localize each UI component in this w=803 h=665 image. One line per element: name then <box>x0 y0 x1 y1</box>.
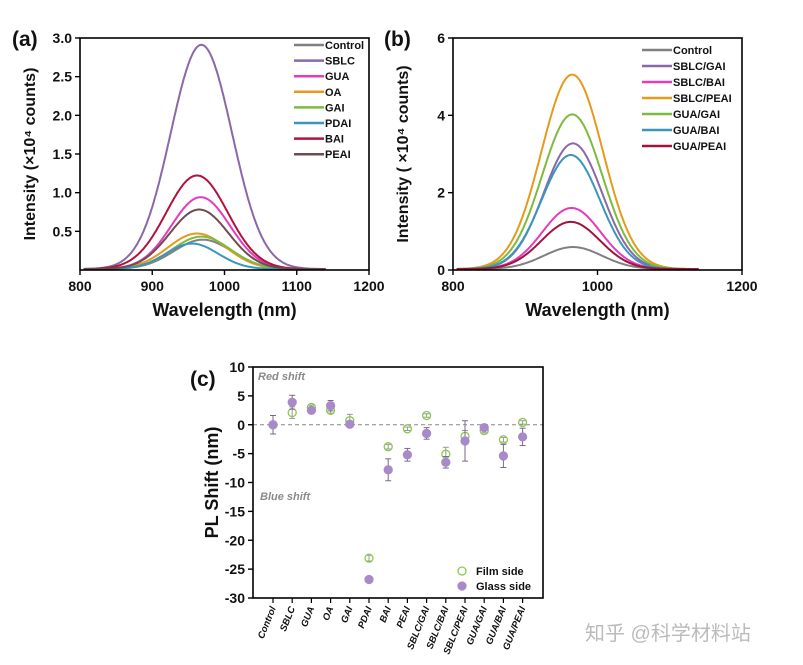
panel-a-label: (a) <box>12 28 38 51</box>
legend-label: Film side <box>476 566 524 578</box>
y-tick-label: 0.5 <box>53 223 73 239</box>
x-tick-label: GUA <box>299 605 317 629</box>
legend-label: GUA/PEAI <box>673 141 726 153</box>
data-point-glass-side <box>441 457 451 467</box>
data-point-glass-side <box>460 436 470 446</box>
series-line-bai <box>83 174 326 271</box>
data-point-film-side <box>402 424 413 434</box>
y-tick-label: -30 <box>225 590 245 606</box>
y-tick-label: -25 <box>225 561 245 577</box>
annotation-blue-shift: Blue shift <box>260 491 311 503</box>
legend-label: GUA/GAI <box>673 109 720 121</box>
series-line-sblc-gai <box>456 142 699 271</box>
legend-label: Control <box>325 40 364 52</box>
y-tick-label: 3.0 <box>53 30 73 46</box>
data-point-glass-side <box>345 419 355 429</box>
series-line-gua-gai <box>456 113 699 270</box>
data-point-glass-side <box>383 465 393 475</box>
x-axis-label: Wavelength (nm) <box>152 300 296 320</box>
legend-label: BAI <box>325 134 344 146</box>
series-line-gua-peai <box>456 220 699 271</box>
annotation-red-shift: Red shift <box>258 371 306 383</box>
x-axis-label: Wavelength (nm) <box>525 300 669 320</box>
x-tick-label: PDAI <box>356 605 375 630</box>
series-line-gua <box>83 196 326 271</box>
series-line-sblc <box>83 43 326 270</box>
y-tick-label: 0 <box>437 262 445 278</box>
x-tick-label: 1200 <box>726 278 757 294</box>
x-tick-label: 1200 <box>353 278 384 294</box>
legend-label: Glass side <box>476 581 531 593</box>
y-tick-label: 5 <box>237 388 245 404</box>
legend-label: SBLC <box>325 56 355 68</box>
legend-label: SBLC/BAI <box>673 77 725 89</box>
x-tick-label: SBLC <box>278 605 298 633</box>
data-point-film-side <box>517 417 528 428</box>
x-tick-label: 1000 <box>582 278 613 294</box>
x-tick-label: Control <box>256 605 279 641</box>
y-tick-label: 2 <box>437 185 445 201</box>
y-tick-label: 0 <box>237 417 245 433</box>
panel-b-spectra: (b) Control SBLC/GAI SBLC/BAI SBLC/PEAI GUA/… <box>384 28 758 320</box>
legend-label: SBLC/GAI <box>673 61 726 73</box>
legend-label: PDAI <box>325 118 351 130</box>
data-point-glass-side <box>498 451 509 461</box>
watermark: 知乎 @科学材料站 <box>585 622 751 645</box>
x-tick-label: 1000 <box>209 278 240 294</box>
legend-label: Control <box>673 45 712 57</box>
data-point-glass-side <box>306 405 317 415</box>
y-tick-label: -15 <box>225 503 245 519</box>
data-point-film-side <box>364 553 374 563</box>
x-tick-label: 900 <box>141 278 165 294</box>
data-point-film-side <box>383 442 393 452</box>
y-tick-label: 10 <box>229 359 245 375</box>
x-tick-label: GAI <box>339 605 356 625</box>
legend-label: GAI <box>325 102 345 114</box>
y-axis-label: Intensity ( ×10⁴ counts) <box>395 65 412 242</box>
panel-b-label: (b) <box>384 28 411 51</box>
y-tick-label: 1.0 <box>53 185 73 201</box>
x-tick-label: OA <box>321 605 337 622</box>
legend-marker <box>457 566 467 576</box>
legend-label: GUA/BAI <box>673 125 719 137</box>
y-tick-label: 1.5 <box>53 146 73 162</box>
y-tick-label: -10 <box>225 475 245 491</box>
y-tick-label: -20 <box>225 532 245 548</box>
x-tick-label: 800 <box>441 278 465 294</box>
y-axis-label: PL Shift (nm) <box>202 427 222 539</box>
y-tick-label: 2.0 <box>53 107 73 123</box>
x-tick-label: PEAI <box>395 605 414 630</box>
data-point-glass-side <box>517 432 528 442</box>
y-tick-label: 4 <box>437 107 445 123</box>
legend-label: GUA <box>325 71 350 83</box>
data-point-glass-side <box>268 420 278 430</box>
legend-marker <box>457 581 467 591</box>
series-line-peai <box>83 208 326 271</box>
data-point-glass-side <box>402 450 413 460</box>
series-line-sblc-bai <box>456 207 699 271</box>
series-line-gua-bai <box>456 154 699 271</box>
data-point-film-side <box>421 410 432 421</box>
panel-a-spectra: (a) Control SBLC GUA OA GAI PDAI BAI PEAI 800 900… <box>12 28 385 320</box>
y-tick-label: 6 <box>437 30 445 46</box>
x-tick-label: 1100 <box>282 278 313 294</box>
y-axis-label: Intensity (×10⁴ counts) <box>22 68 39 241</box>
panel-c-pl-shift: (c) Red shift Blue shift Film side Glass si… <box>190 359 544 656</box>
x-tick-label: 800 <box>68 278 92 294</box>
legend-label: SBLC/PEAI <box>673 93 732 105</box>
data-point-glass-side <box>325 401 336 411</box>
data-point-glass-side <box>421 428 432 439</box>
panel-c-label: (c) <box>190 368 216 391</box>
data-point-glass-side <box>364 574 374 585</box>
data-point-glass-side <box>479 422 489 433</box>
legend-label: PEAI <box>325 149 351 161</box>
y-tick-label: -5 <box>233 446 246 462</box>
y-tick-label: 2.5 <box>53 69 73 85</box>
series-line-sblc-peai <box>456 73 699 270</box>
data-point-film-side <box>498 435 509 445</box>
legend-label: OA <box>325 87 342 99</box>
data-point-glass-side <box>287 397 297 407</box>
x-tick-label: BAI <box>378 605 394 625</box>
